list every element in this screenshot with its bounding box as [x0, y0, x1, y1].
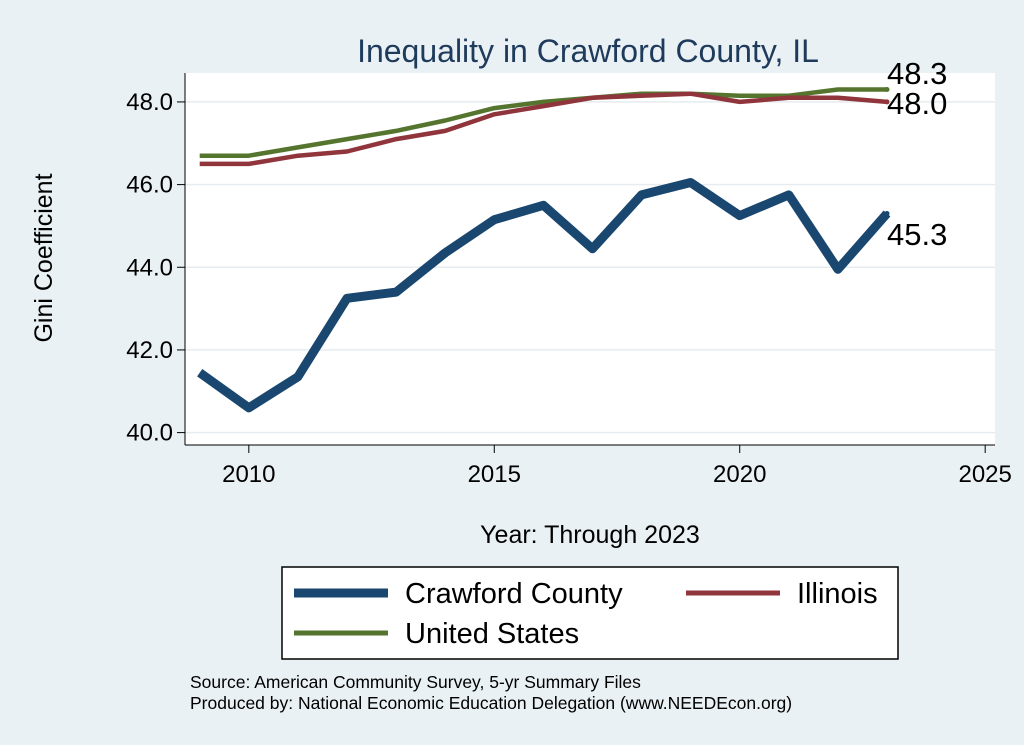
axes: 40.0 42.0 44.0 46.0 48.0 2010 2015 2020 2025	[126, 73, 1012, 488]
end-label-crawford-county: 45.3	[887, 217, 947, 252]
series-endpoint-crawford-county	[884, 211, 890, 217]
series-line-united-states	[199, 87, 887, 158]
end-labels: 45.3 48.048.3	[887, 56, 947, 252]
legend-label-united-states: United States	[405, 618, 579, 650]
legend-box	[281, 566, 899, 660]
end-label-illinois: 48.0	[887, 86, 947, 121]
y-axis-title: Gini Coefficient	[30, 173, 58, 342]
y-tick-label: 42.0	[126, 337, 173, 364]
y-tick-label: 44.0	[126, 254, 173, 281]
series-line-crawford-county	[197, 178, 891, 413]
plot-area	[185, 73, 995, 445]
legend-label-crawford-county: Crawford County	[405, 578, 623, 610]
end-label-united-states: 48.3	[887, 56, 947, 91]
x-tick-label: 2010	[222, 461, 275, 488]
y-tick-label: 40.0	[126, 420, 173, 447]
legend-label-illinois: Illinois	[797, 578, 878, 610]
series-endpoint-united-states	[884, 87, 890, 93]
chart-title: Inequality in Crawford County, IL	[357, 33, 819, 69]
x-tick-label: 2025	[958, 461, 1011, 488]
x-axis-title: Year: Through 2023	[480, 521, 700, 549]
series-endpoint-illinois	[884, 99, 890, 105]
producer-note: Produced by: National Economic Education…	[190, 693, 792, 713]
y-tick-label: 46.0	[126, 172, 173, 199]
legend: Crawford County Illinois United States	[281, 566, 899, 660]
y-tick-label: 48.0	[126, 89, 173, 116]
series-line-illinois	[199, 91, 888, 167]
source-note: Source: American Community Survey, 5-yr …	[190, 672, 641, 692]
series-lines	[197, 87, 891, 413]
x-tick-label: 2020	[713, 461, 766, 488]
x-tick-label: 2015	[468, 461, 521, 488]
